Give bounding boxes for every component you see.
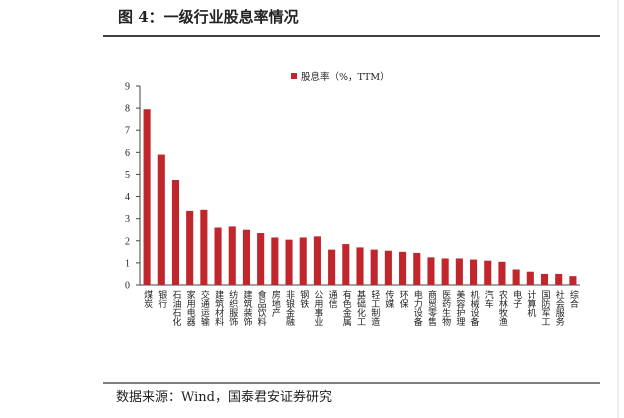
bar xyxy=(441,258,449,285)
bar xyxy=(356,247,364,285)
y-tick-label: 9 xyxy=(125,82,130,93)
bar xyxy=(171,179,180,285)
bar xyxy=(455,258,463,285)
x-tick-label: 机械设备 xyxy=(469,289,480,326)
y-tick-label: 6 xyxy=(125,148,130,159)
bar xyxy=(540,273,549,285)
x-tick-label: 基础化工 xyxy=(355,289,366,326)
bar xyxy=(242,229,250,285)
x-tick-label: 房地产 xyxy=(270,289,281,318)
bar xyxy=(214,227,222,285)
bar xyxy=(200,209,208,285)
bar xyxy=(186,210,194,285)
bar xyxy=(413,252,421,285)
x-tick-label: 食品饮料 xyxy=(256,289,267,327)
y-tick-label: 7 xyxy=(125,126,130,137)
x-tick-label: 电力设备 xyxy=(412,289,423,326)
bar xyxy=(470,259,478,285)
x-tick-label: 传媒 xyxy=(383,289,394,309)
x-tick-label: 国防军工 xyxy=(540,290,551,326)
x-tick-label: 汽车 xyxy=(483,289,494,309)
bar xyxy=(342,244,350,285)
x-tick-label: 纺织服饰 xyxy=(227,289,238,327)
x-tick-label: 电子 xyxy=(511,289,522,308)
y-tick-label: 8 xyxy=(125,104,130,115)
x-tick-label: 有色金属 xyxy=(341,289,352,327)
bar xyxy=(555,273,563,285)
x-tick-label: 环保 xyxy=(398,290,409,309)
x-tick-label: 煤炭 xyxy=(142,289,153,309)
bar xyxy=(271,237,279,285)
figure-title: 图 4：一级行业股息率情况 xyxy=(118,8,299,26)
x-tick-label: 美容护理 xyxy=(454,289,465,326)
bar xyxy=(569,276,577,285)
bar xyxy=(313,236,321,285)
bar xyxy=(384,250,392,285)
source: 数据来源：Wind，国泰君安证券研究 xyxy=(116,389,332,405)
y-tick-label: 3 xyxy=(125,214,130,225)
x-tick-label: 非银金融 xyxy=(284,289,295,327)
x-tick-label: 社会服务 xyxy=(554,289,565,327)
x-tick-label: 轻工制造 xyxy=(369,289,380,327)
x-tick-label: 石油石化 xyxy=(170,290,181,327)
bar xyxy=(512,269,520,285)
bar xyxy=(498,261,506,285)
bar xyxy=(328,249,336,285)
y-tick-label: 0 xyxy=(125,281,130,292)
x-tick-label: 农林牧渔 xyxy=(497,289,508,326)
y-tick-label: 5 xyxy=(125,170,130,181)
bar xyxy=(299,237,307,285)
y-tick-label: 2 xyxy=(125,236,130,247)
x-tick-label: 家用电器 xyxy=(185,289,196,326)
bar xyxy=(228,226,236,285)
y-tick-label: 4 xyxy=(125,192,130,203)
x-tick-label: 建筑材料 xyxy=(213,289,224,327)
x-tick-label: 计算机 xyxy=(525,289,536,318)
x-tick-label: 交通运输 xyxy=(199,289,210,327)
bar xyxy=(157,154,165,285)
y-tick-label: 1 xyxy=(125,258,130,269)
x-tick-label: 通信 xyxy=(327,290,338,309)
legend-swatch xyxy=(291,73,297,79)
bar xyxy=(285,239,293,285)
x-tick-label: 银行 xyxy=(156,289,167,309)
x-tick-label: 综合 xyxy=(568,289,579,309)
x-tick-label: 公用事业 xyxy=(312,290,323,326)
x-tick-label: 钢铁 xyxy=(298,289,309,309)
bar xyxy=(484,260,492,285)
bar xyxy=(370,249,378,285)
bar xyxy=(526,271,534,285)
bar xyxy=(427,257,435,285)
x-tick-label: 医药生物 xyxy=(440,290,451,327)
bar xyxy=(257,233,265,285)
bar xyxy=(143,109,151,285)
bar xyxy=(399,251,407,285)
x-tick-label: 商贸零售 xyxy=(426,289,437,327)
legend-label: 股息率（%，TTM） xyxy=(301,71,390,83)
x-tick-label: 建筑装饰 xyxy=(241,289,252,327)
